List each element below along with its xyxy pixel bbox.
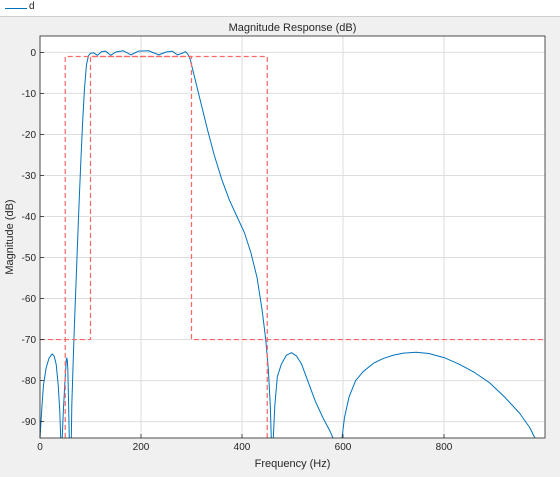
y-tick-label: -30 bbox=[22, 171, 37, 182]
y-tick-label: -50 bbox=[22, 253, 37, 264]
y-tick-label: 0 bbox=[30, 48, 36, 59]
y-tick-label: -60 bbox=[22, 294, 37, 305]
chart-title: Magnitude Response (dB) bbox=[229, 22, 357, 34]
y-axis-label: Magnitude (dB) bbox=[4, 199, 16, 274]
x-tick-label: 800 bbox=[436, 442, 453, 453]
x-tick-label: 400 bbox=[234, 442, 251, 453]
response-line bbox=[40, 353, 62, 438]
y-tick-label: -10 bbox=[22, 89, 37, 100]
x-axis-label: Frequency (Hz) bbox=[255, 458, 331, 470]
plot-area bbox=[40, 36, 545, 438]
y-tick-label: -70 bbox=[22, 335, 37, 346]
response-line bbox=[70, 50, 272, 438]
legend-label: d bbox=[29, 1, 35, 12]
legend-line-swatch bbox=[5, 8, 27, 9]
x-tick-label: 600 bbox=[335, 442, 352, 453]
axes-box bbox=[39, 35, 546, 439]
series-group bbox=[40, 50, 545, 438]
response-line bbox=[272, 352, 334, 438]
x-tick-label: 0 bbox=[37, 442, 43, 453]
y-tick-label: -80 bbox=[22, 376, 37, 387]
mask-line bbox=[64, 55, 268, 438]
y-tick-label: -90 bbox=[22, 417, 37, 428]
x-tick-label: 200 bbox=[133, 442, 150, 453]
response-line bbox=[341, 351, 536, 438]
legend-bar: d bbox=[0, 0, 560, 17]
y-tick-label: -40 bbox=[22, 212, 37, 223]
y-tick-label: -20 bbox=[22, 130, 37, 141]
response-line bbox=[61, 357, 70, 438]
